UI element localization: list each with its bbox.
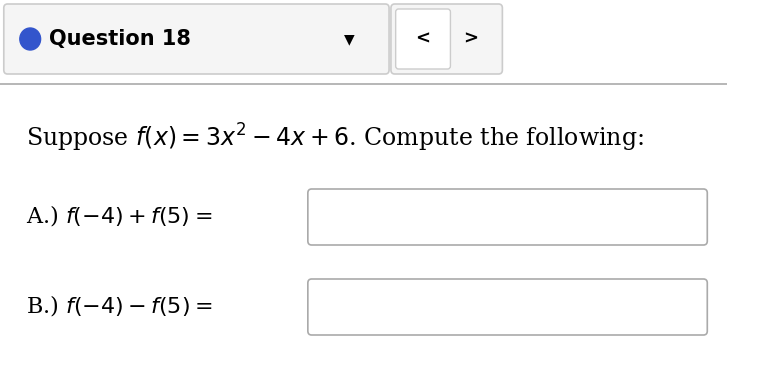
FancyBboxPatch shape [396, 9, 450, 69]
FancyBboxPatch shape [308, 279, 708, 335]
Text: B.) $f(-4) - f(5) =$: B.) $f(-4) - f(5) =$ [26, 292, 213, 318]
Text: ▼: ▼ [344, 32, 355, 46]
Text: A.) $f(-4) + f(5) =$: A.) $f(-4) + f(5) =$ [26, 202, 213, 227]
Circle shape [20, 28, 41, 50]
Text: Question 18: Question 18 [49, 29, 191, 49]
Text: Suppose $f(x) = 3x^2 - 4x + 6$. Compute the following:: Suppose $f(x) = 3x^2 - 4x + 6$. Compute … [26, 122, 644, 154]
FancyBboxPatch shape [4, 4, 389, 74]
Text: <: < [416, 30, 430, 48]
Text: >: > [463, 30, 477, 48]
FancyBboxPatch shape [391, 4, 502, 74]
FancyBboxPatch shape [308, 189, 708, 245]
